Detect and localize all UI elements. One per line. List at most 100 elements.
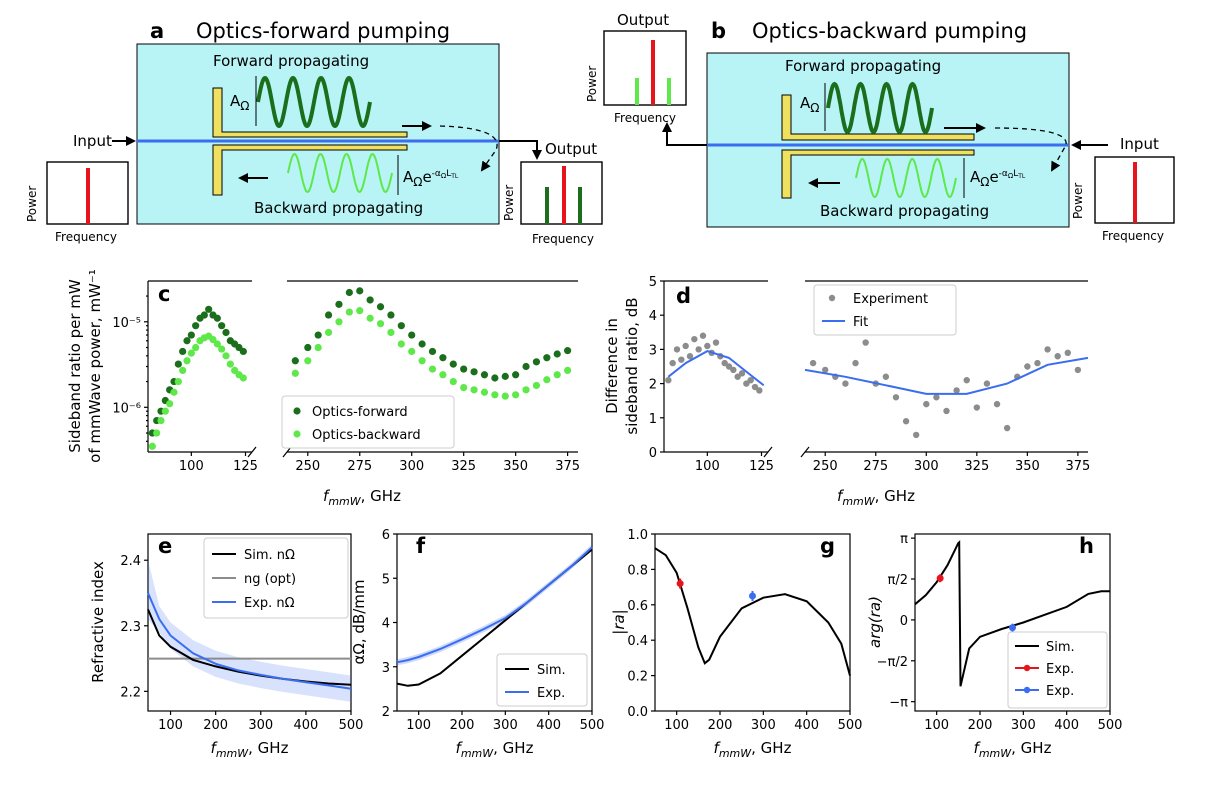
chart-d-ylabel-2: sideband ratio, dB [623, 297, 641, 434]
chart-g-ytick-label: 0.6 [627, 599, 648, 614]
chart-g-ytick-label: 0.8 [627, 563, 648, 578]
panel-b-backward-wave [855, 157, 957, 199]
panel-a-backward-wave [287, 152, 393, 194]
chart-f-xtick-label: 300 [493, 718, 518, 733]
chart-d-point-experiment [695, 346, 702, 353]
chart-g-ylabel: |ra| [610, 609, 628, 634]
chart-d-point-experiment [712, 339, 720, 346]
chart-d-point-experiment [923, 400, 930, 408]
chart-g-ytick-label: 0.2 [627, 670, 648, 685]
chart-c-point-backward [291, 369, 299, 377]
panel-a-electrode-bottom [212, 144, 408, 196]
chart-c-point-forward [532, 358, 541, 366]
chart-d-point-experiment [691, 335, 698, 343]
chart-c-point-forward [564, 347, 572, 355]
panel-a-title: Optics-forward pumping [196, 19, 450, 43]
chart-c-point-backward [501, 392, 509, 400]
chart-c-ytick-label: 10⁻⁶ [112, 401, 141, 416]
panel-b-amp-label: AΩ [800, 94, 819, 115]
chart-d-point-experiment [1044, 346, 1051, 353]
chart-c-point-backward [470, 386, 478, 394]
chart-f-xtick-label: 400 [536, 718, 561, 733]
panel-a-input-label: Input [73, 132, 112, 150]
panel-b-letter: b [711, 19, 726, 43]
chart-h-ytick-label: π [900, 532, 908, 547]
chart-c-legend-backward: Optics-backward [312, 428, 421, 443]
chart-d-point-experiment [730, 366, 737, 374]
chart-c-point-backward [345, 308, 353, 316]
chart-c-point-backward [153, 429, 161, 437]
chart-d-point-experiment [943, 407, 950, 415]
panel-b-output-spectrum [603, 30, 687, 106]
chart-d-point-experiment [963, 376, 970, 384]
chart-c-point-backward [564, 366, 572, 375]
chart-c-point-backward [226, 360, 234, 368]
chart-g-line-sim [654, 547, 851, 676]
chart-c-point-forward [543, 354, 551, 362]
chart-h-letter: h [1079, 534, 1094, 558]
chart-e-ylabel: Refractive index [89, 561, 107, 683]
chart-h-ytick-label: 0 [900, 614, 908, 629]
charts-group: 100 125 250 275 300 325 350 37510⁻⁶10⁻⁵cOptics-… [66, 269, 1122, 760]
chart-c: 100 125 250 275 300 325 350 375 10⁻⁶ 10⁻⁵ c Optics-… [66, 269, 580, 508]
panel-a-input-power-label: Power [25, 186, 39, 222]
panel-a-forward-wave [256, 75, 372, 129]
chart-c-point-forward [291, 357, 299, 365]
chart-h-xtick-label: 400 [1054, 718, 1079, 733]
chart-c-point-forward [449, 360, 457, 368]
chart-e-legend-item: Exp. nΩ [244, 596, 295, 611]
chart-e-line-sim [147, 609, 352, 686]
chart-d-ytick-label: 4 [649, 309, 657, 324]
chart-c-point-backward [166, 400, 174, 408]
chart-h-legend-item: Exp. [1046, 662, 1074, 677]
chart-d-point-experiment [862, 339, 869, 346]
chart-c-point-backward [170, 388, 178, 396]
chart-g-letter: g [820, 534, 835, 558]
chart-f: 100 200 300 400 500 2 3 4 5 6 fmmW, GHz f Sim. Exp. αΩ… [350, 528, 604, 760]
chart-c-point-forward [314, 331, 322, 339]
chart-c-point-forward [187, 331, 195, 339]
chart-e-xtick-label: 200 [203, 718, 228, 733]
chart-d-xtick-label: 325 [964, 459, 989, 474]
chart-d-point-experiment [738, 370, 746, 377]
panel-b-input-frequency-label: Frequency [1102, 229, 1164, 243]
chart-f-ytick-label: 5 [382, 572, 390, 587]
chart-f-legend-exp: Exp. [537, 686, 565, 701]
chart-h-xtick-label: 500 [1098, 718, 1123, 733]
panel-b-input-power-label: Power [1071, 183, 1085, 219]
chart-d-point-experiment [734, 373, 741, 380]
panel-a-input-frequency-label: Frequency [55, 230, 117, 244]
chart-c-point-forward [387, 311, 395, 319]
chart-c-point-forward [239, 347, 247, 356]
panel-b-forward-label: Forward propagating [785, 57, 941, 75]
chart-c-point-backward [209, 335, 217, 344]
chart-c-point-backward [161, 407, 169, 415]
chart-c-point-backward [491, 391, 499, 399]
chart-c-point-backward [418, 357, 426, 365]
chart-c-point-backward [439, 371, 447, 379]
chart-c-point-backward [218, 345, 226, 353]
chart-c-break-right [282, 446, 292, 458]
chart-c-legend-marker-backward [293, 430, 301, 438]
chart-g-ytick-label: 1.0 [627, 528, 648, 543]
panel-b-electrode-bottom [781, 149, 975, 199]
chart-h-point-exp [936, 574, 944, 582]
chart-c-letter: c [158, 282, 170, 306]
chart-c-point-backward [174, 377, 182, 386]
chart-c-point-backward [335, 318, 343, 326]
panel-a-forward-label: Forward propagating [213, 52, 369, 70]
chart-e-xtick-label: 100 [158, 718, 183, 733]
chart-f-ytick-label: 3 [382, 661, 390, 676]
panel-b-electrode-top [781, 94, 975, 141]
chart-c-point-backward [387, 328, 395, 337]
chart-e-xlabel: fmmW, GHz [211, 739, 289, 760]
panel-b-output-frequency-label: Frequency [614, 111, 676, 125]
chart-d-point-experiment [756, 387, 763, 394]
chart-c-point-backward [553, 371, 561, 379]
chart-d-point-experiment [902, 418, 910, 425]
chart-c-xtick-label: 100 [179, 459, 204, 474]
chart-c-point-forward [408, 331, 416, 339]
chart-d-fit-line-1 [667, 350, 765, 387]
chart-d-legend-box [813, 284, 957, 336]
